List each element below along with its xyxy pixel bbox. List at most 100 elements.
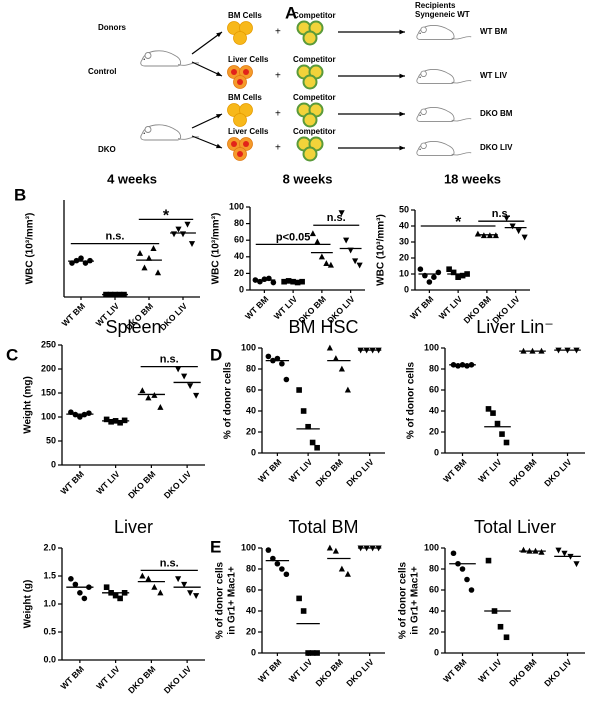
mouse-icon	[416, 25, 472, 41]
data-point	[515, 228, 522, 235]
y-tick-label: 40	[246, 605, 256, 615]
y-axis-label: WBC (10³/mm³)	[211, 213, 222, 285]
data-point	[193, 392, 200, 399]
data-point	[145, 254, 153, 261]
significance-label: p<0.05	[276, 231, 311, 243]
panel-label: C	[6, 345, 18, 364]
data-point	[157, 404, 164, 410]
y-tick-label: 0	[404, 284, 409, 294]
data-point	[300, 408, 307, 414]
y-tick-label: 100	[424, 542, 439, 552]
y-tick-label: 150	[41, 387, 56, 397]
data-point	[468, 587, 475, 593]
mouse-tail	[177, 62, 200, 66]
x-tick-label: DKO LIV	[542, 657, 574, 689]
data-point	[305, 423, 311, 430]
y-tick-label: 60	[429, 584, 439, 594]
data-point	[141, 264, 148, 271]
data-point	[499, 431, 505, 437]
y-tick-label: 60	[429, 384, 439, 394]
data-point	[326, 344, 333, 351]
data-point	[485, 557, 492, 564]
y-tick-label: 20	[234, 268, 244, 278]
arrow-head	[399, 29, 405, 35]
y-tick-label: 50	[399, 204, 409, 214]
data-point	[573, 561, 580, 568]
mouse-ear	[420, 142, 427, 150]
data-point	[77, 414, 83, 420]
panel-label: A	[285, 3, 297, 22]
data-point	[175, 226, 182, 233]
data-point	[175, 366, 182, 373]
y-axis-label: % of donor cells	[398, 561, 409, 639]
x-tick-label: WT BM	[256, 657, 283, 684]
data-point	[474, 230, 481, 237]
competitor-label: Competitor	[293, 127, 336, 136]
data-point	[86, 410, 92, 416]
data-point	[356, 262, 363, 269]
arrow-head	[399, 73, 405, 79]
y-tick-label: 250	[41, 339, 56, 349]
data-point	[296, 595, 302, 602]
data-point	[314, 444, 320, 451]
data-point	[270, 279, 277, 286]
x-tick-label: WT LIV	[437, 294, 465, 322]
mouse-icon	[416, 141, 472, 157]
y-tick-label: 80	[246, 363, 256, 373]
mouse-ear	[420, 108, 427, 116]
mouse-eye	[419, 76, 421, 78]
data-point	[455, 274, 461, 280]
data-point	[136, 249, 144, 256]
data-point	[188, 241, 196, 248]
data-point	[78, 255, 84, 261]
significance-label: n.s.	[160, 557, 179, 569]
y-tick-label: 200	[41, 363, 56, 373]
y-tick-label: 1.0	[43, 598, 56, 608]
recipient-label: WT LIV	[480, 71, 508, 80]
y-axis-label: Weight (g)	[23, 580, 34, 629]
y-tick-label: 40	[429, 605, 439, 615]
data-point	[193, 593, 200, 599]
data-point	[343, 237, 350, 244]
y-tick-label: 40	[399, 220, 409, 230]
liver-cell-core	[243, 141, 249, 147]
data-point	[187, 383, 194, 390]
bm-cell	[239, 21, 253, 35]
x-tick-label: DKO BM	[313, 657, 344, 688]
chart-title: 18 weeks	[444, 171, 501, 186]
data-point	[184, 221, 191, 228]
y-tick-label: 80	[429, 363, 439, 373]
data-point	[117, 595, 123, 602]
y-tick-label: 60	[246, 384, 256, 394]
panel-label: D	[210, 345, 222, 364]
data-point	[103, 584, 110, 590]
y-tick-label: 40	[234, 251, 244, 261]
group-label: Control	[88, 67, 116, 76]
x-tick-label: DKO LIV	[344, 457, 376, 489]
data-point	[77, 590, 83, 596]
data-point	[431, 274, 437, 281]
data-point	[175, 576, 182, 583]
mouse-tail	[451, 118, 472, 122]
data-point	[352, 258, 359, 265]
significance-label: n.s.	[160, 354, 179, 366]
data-point	[274, 355, 281, 362]
x-tick-label: DKO LIV	[162, 469, 194, 501]
y-axis-label: WBC (10³/mm³)	[376, 214, 387, 286]
mouse-icon	[416, 69, 472, 85]
data-point	[270, 555, 276, 562]
data-point	[150, 245, 157, 252]
y-axis-label: % of donor cells	[215, 561, 226, 639]
significance-label: *	[455, 214, 462, 231]
data-point	[318, 253, 325, 260]
data-point	[521, 234, 528, 241]
data-point	[555, 547, 562, 554]
data-point	[426, 279, 433, 285]
mouse-tail	[177, 136, 200, 140]
x-tick-label: DKO LIV	[162, 664, 194, 696]
recipient-label: WT BM	[480, 27, 507, 36]
mouse-ear	[144, 126, 152, 133]
arrow-head	[216, 114, 222, 119]
x-tick-label: DKO BM	[313, 457, 344, 488]
chart-title: BM HSC	[288, 317, 358, 337]
